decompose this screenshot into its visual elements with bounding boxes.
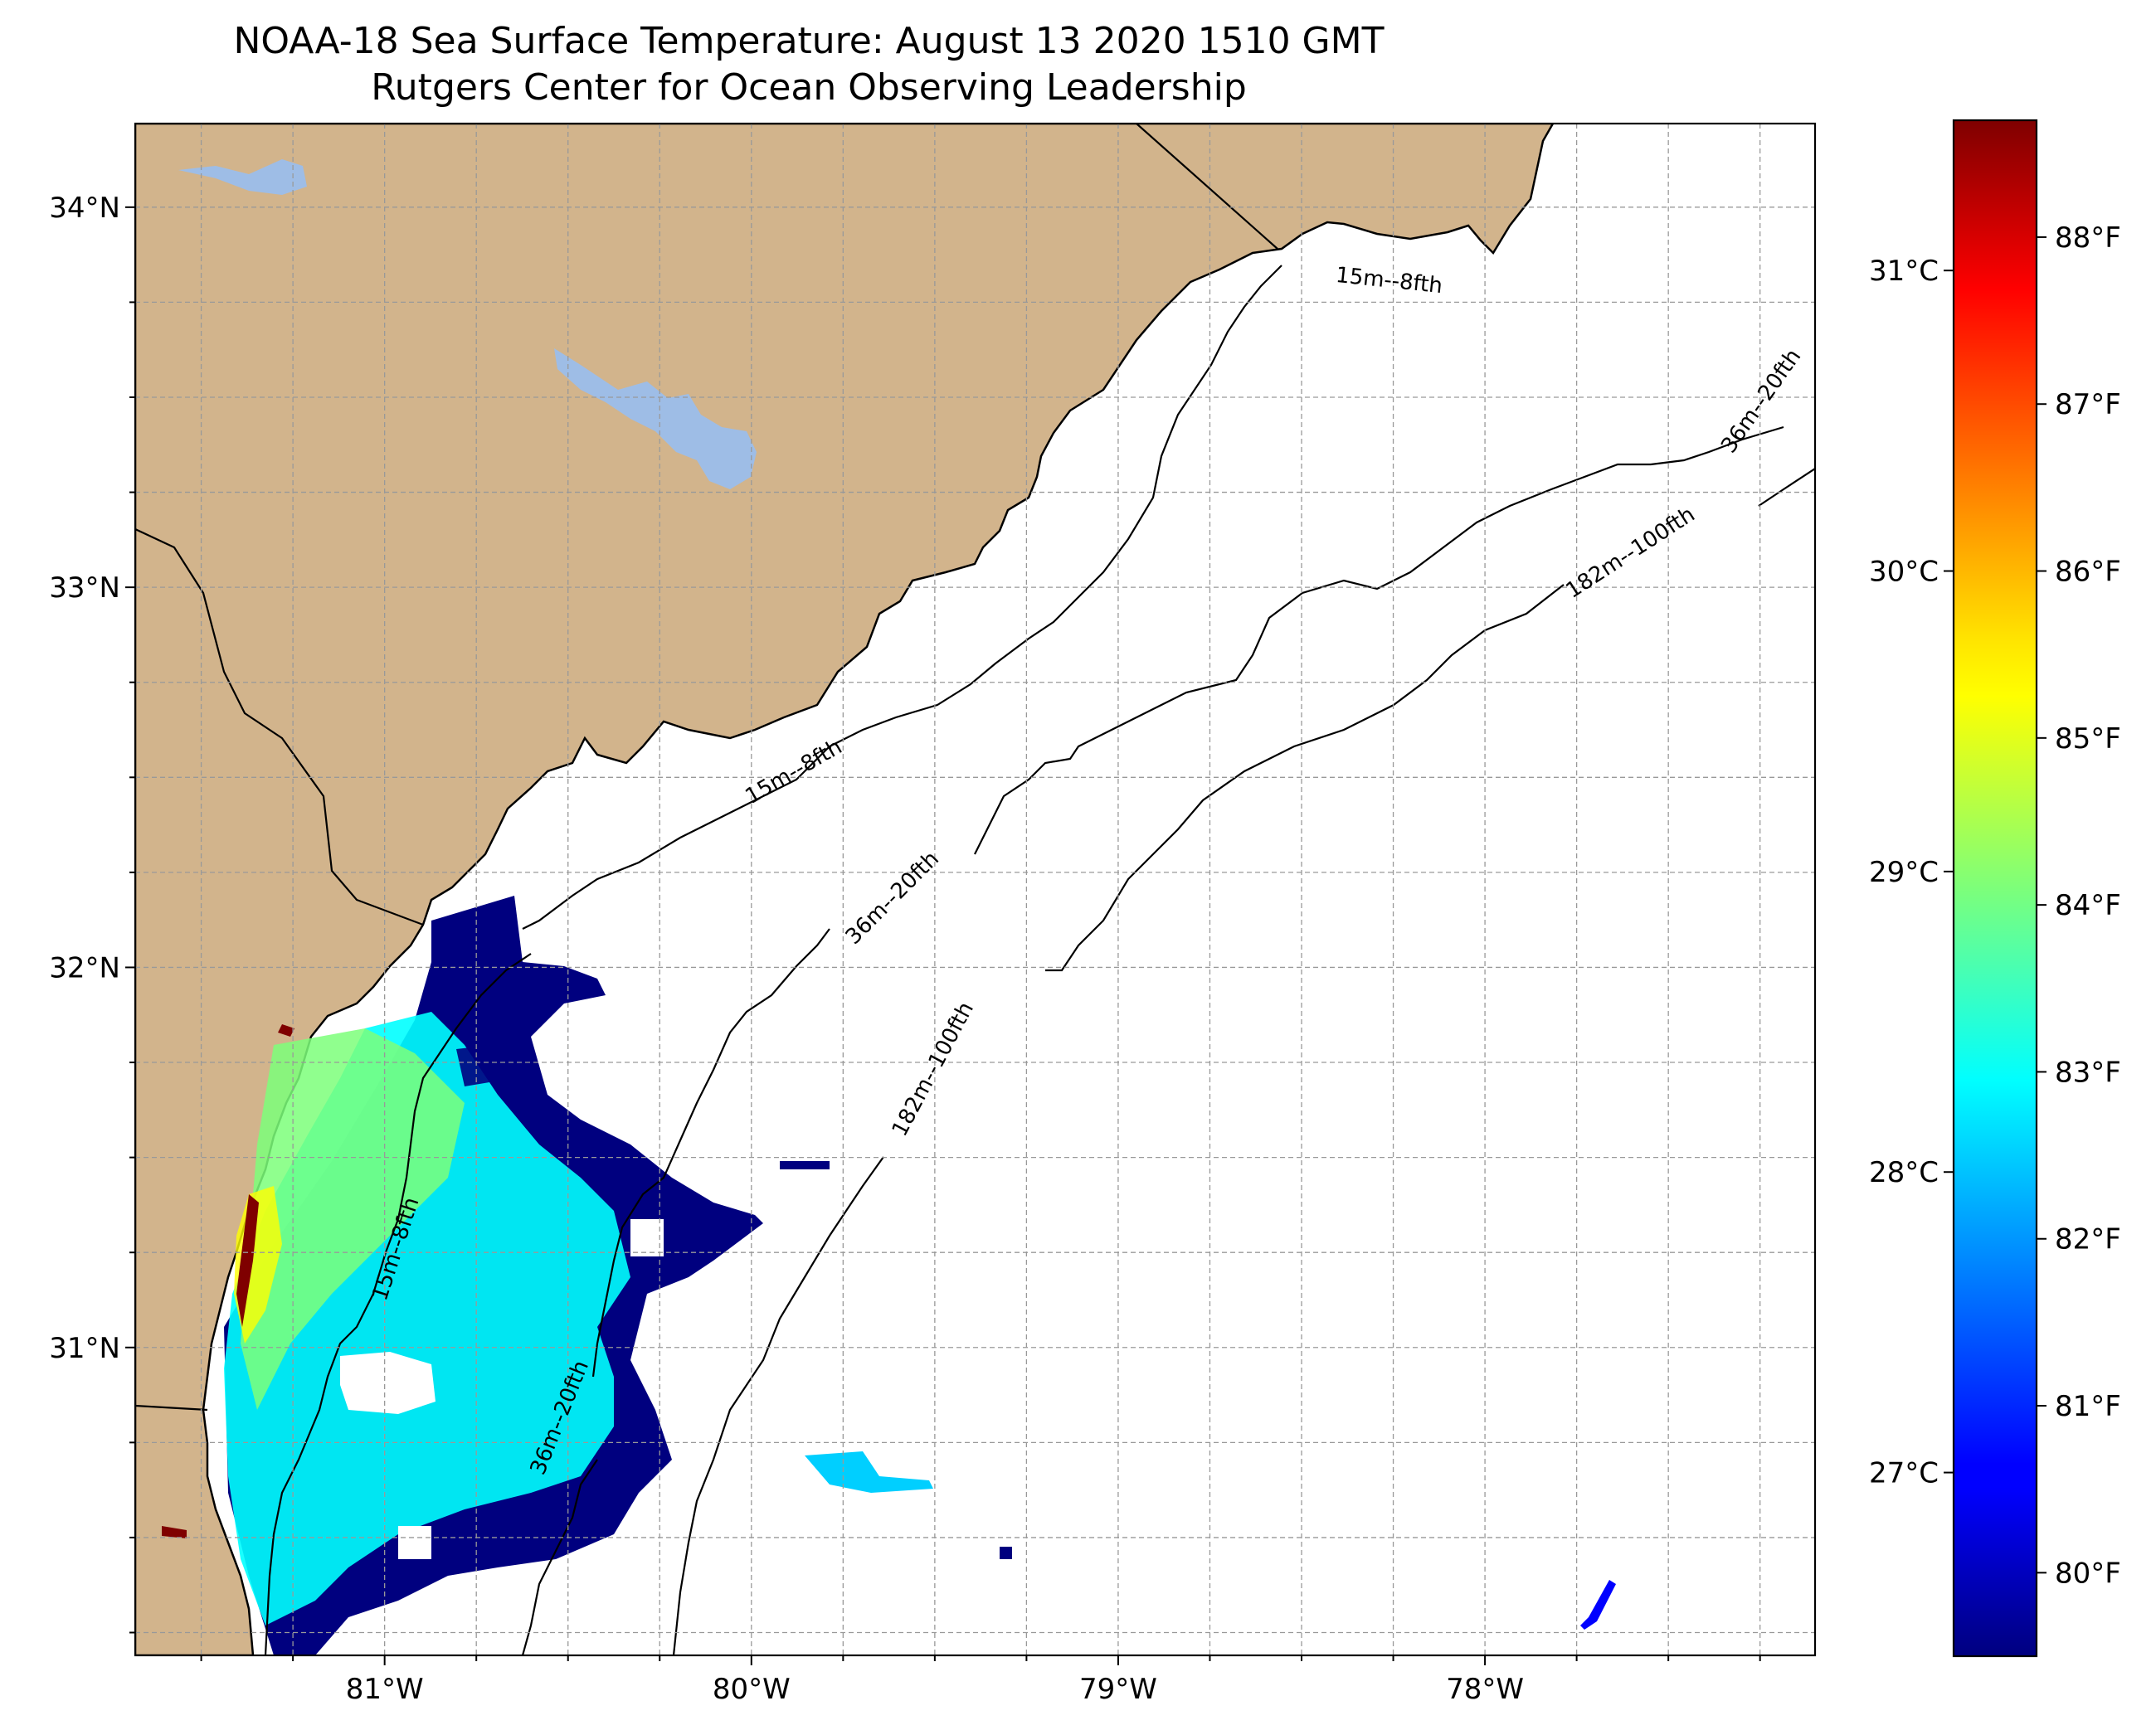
- celsius-tick-label: 31°C: [1869, 255, 1939, 288]
- fahrenheit-tick-label: 80°F: [2055, 1557, 2121, 1590]
- lat-tick-label: 32°N: [49, 951, 120, 984]
- colorbar: 27°C 28°C 29°C 30°C 31°C 80°F 81°F 82°F 83°F 84°…: [1869, 119, 2121, 1658]
- grid-lines: [135, 124, 1815, 1655]
- longitude-ticks: 81°W 80°W 79°W 78°W: [200, 1655, 1761, 1706]
- lon-tick-label: 78°W: [1446, 1673, 1524, 1706]
- colorbar-gradient: [1952, 119, 2038, 1658]
- lat-tick-label: 33°N: [49, 571, 120, 605]
- lon-tick-label: 80°W: [713, 1673, 791, 1706]
- lon-tick-label: 79°W: [1079, 1673, 1157, 1706]
- lat-tick-label: 34°N: [49, 192, 120, 225]
- celsius-tick-label: 30°C: [1869, 556, 1939, 589]
- title-line-1: NOAA-18 Sea Surface Temperature: August …: [233, 20, 1385, 62]
- colorbar-celsius-ticks: 27°C 28°C 29°C 30°C 31°C: [1869, 255, 1954, 1490]
- fahrenheit-tick-label: 88°F: [2055, 221, 2121, 255]
- fahrenheit-tick-label: 84°F: [2055, 889, 2121, 922]
- state-borders: [135, 124, 1278, 1412]
- plot-title: NOAA-18 Sea Surface Temperature: August …: [0, 18, 1618, 111]
- colorbar-fahrenheit-ticks: 80°F 81°F 82°F 83°F 84°F 85°F 86°F 87°F 88°F: [2037, 221, 2121, 1590]
- fahrenheit-tick-label: 81°F: [2055, 1390, 2121, 1423]
- fahrenheit-tick-label: 87°F: [2055, 388, 2121, 421]
- map-frame: [134, 122, 1817, 1657]
- isobath-182m: [672, 468, 1815, 1655]
- celsius-tick-label: 29°C: [1869, 856, 1939, 889]
- lake-marion: [554, 348, 757, 489]
- isobath-36m: [521, 425, 1784, 1655]
- lake-top: [178, 159, 307, 195]
- celsius-tick-label: 27°C: [1869, 1457, 1939, 1490]
- title-line-2: Rutgers Center for Ocean Observing Leade…: [371, 66, 1247, 109]
- sst-data-field: [162, 896, 1616, 1655]
- lon-tick-label: 81°W: [346, 1673, 424, 1706]
- lat-tick-label: 31°N: [49, 1332, 120, 1365]
- celsius-tick-label: 28°C: [1869, 1156, 1939, 1189]
- latitude-ticks: 34°N 33°N 32°N 31°N: [49, 192, 135, 1634]
- fahrenheit-tick-label: 85°F: [2055, 722, 2121, 756]
- fahrenheit-tick-label: 82°F: [2055, 1223, 2121, 1256]
- fahrenheit-tick-label: 86°F: [2055, 556, 2121, 589]
- fahrenheit-tick-label: 83°F: [2055, 1056, 2121, 1089]
- land-area: [135, 124, 1555, 1655]
